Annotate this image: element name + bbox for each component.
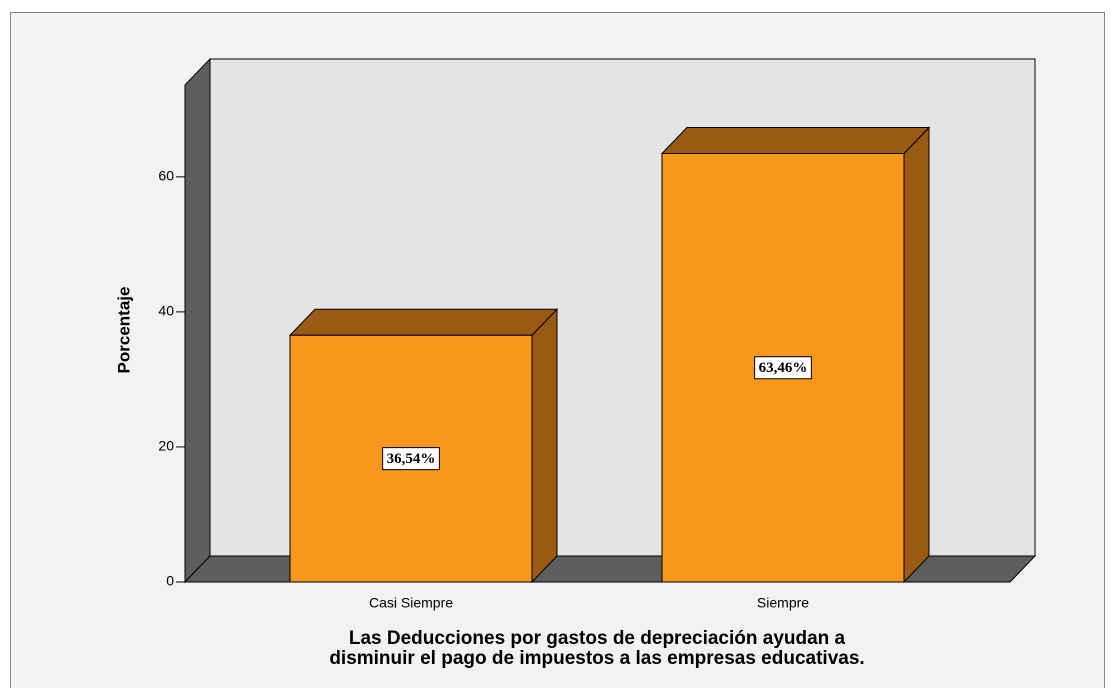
side-wall (184, 57, 211, 584)
bar-side (531, 308, 558, 584)
y-tick-label: 40 (158, 303, 174, 319)
y-axis-label: Porcentaje (114, 287, 133, 374)
bar-side (903, 126, 930, 584)
y-tick-label: 0 (166, 573, 174, 589)
value-label: 63,46% (759, 360, 808, 376)
value-label-box (382, 447, 440, 471)
x-axis-label: Las Deducciones por gastos de depreciaci… (349, 628, 846, 649)
value-label-box (754, 356, 812, 380)
value-label: 36,54% (387, 451, 436, 467)
bar-top (660, 126, 931, 154)
y-tick-label: 60 (158, 168, 174, 184)
y-tick-label: 20 (158, 438, 174, 454)
x-tick-label: Casi Siempre (369, 595, 453, 611)
x-axis-label: disminuir el pago de impuestos a las emp… (329, 648, 864, 669)
x-tick-label: Siempre (757, 595, 809, 611)
bar-top (288, 308, 559, 336)
